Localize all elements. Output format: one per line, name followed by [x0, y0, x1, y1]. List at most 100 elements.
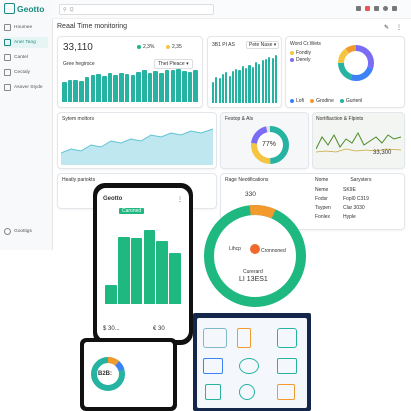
cloud-icon[interactable]: [239, 358, 259, 374]
gauge-ring: [204, 205, 306, 307]
phone-mockup: Geotto ⋮ Caroned $ 30... € 30: [93, 183, 193, 345]
table-row[interactable]: Fodsr Fopl0 C319: [315, 196, 369, 202]
sidebar-item-label: Cectaly: [14, 70, 30, 75]
brand-name: Geotto: [17, 3, 45, 14]
chart-bar: [73, 79, 78, 102]
gear-icon[interactable]: [239, 384, 255, 400]
tools-icon[interactable]: [374, 6, 379, 11]
table-row[interactable]: Fonlex Hyple: [315, 214, 356, 220]
sidebar-item-home[interactable]: Houmee: [4, 22, 48, 33]
kpi-bar-chart: [62, 69, 198, 102]
world-bottom-2: Grodine: [310, 98, 334, 104]
donut-slice: [338, 45, 374, 81]
teal-dot-icon: [339, 98, 344, 103]
chart-bar: [170, 70, 176, 102]
purple-dot-icon: [290, 57, 294, 62]
chart-bar: [176, 69, 181, 102]
yellow-dot-icon: [290, 50, 294, 55]
yellow-dot-icon: [166, 44, 170, 49]
search-input[interactable]: ⚲ Q: [59, 4, 214, 15]
phone-stat-2: € 30: [153, 326, 165, 332]
row-status: Clar 3030: [343, 205, 365, 211]
logo-icon: [4, 3, 15, 14]
world-legend-label: Derely: [296, 57, 311, 63]
chart-bar: [130, 75, 136, 102]
gauge-label: Lihcp: [229, 246, 241, 252]
tablet-value: B2B:: [98, 371, 113, 377]
performance-donut: [251, 126, 289, 164]
row-name: Fonlex: [315, 214, 331, 220]
brand-logo[interactable]: Geotto: [4, 3, 44, 14]
chart-bar: [238, 69, 241, 103]
sidebar-item-cantel[interactable]: Cantel: [4, 52, 48, 63]
chart-bar: [241, 65, 244, 103]
search-placeholder: Q: [69, 6, 74, 13]
robot-icon[interactable]: [277, 328, 297, 348]
chart-bar: [221, 73, 225, 103]
list-icon: [4, 69, 11, 76]
kpi-card: 33,110 2,3% 2,35 Gree hegiroce Thet Plea…: [57, 36, 203, 108]
column-header: Nome: [315, 177, 329, 183]
sidebar-item-label: Asover Styde: [14, 85, 43, 90]
chart-bar: [193, 69, 198, 102]
chart-bar: [136, 71, 141, 102]
avatar[interactable]: [383, 6, 388, 11]
chart-icon[interactable]: [277, 384, 295, 400]
device-icon[interactable]: [205, 384, 221, 400]
world-bottom-3: Gurtenl: [339, 98, 363, 104]
chart-bar: [96, 74, 101, 102]
device-icon[interactable]: [203, 328, 227, 348]
sidebar-item-active[interactable]: Aner Tang: [4, 37, 48, 48]
table-row[interactable]: Neme SK9E: [315, 187, 356, 193]
phone-chip-label: Caroned: [122, 208, 142, 214]
chart-icon[interactable]: [277, 358, 297, 374]
sidebar-item-settings[interactable]: Goottigs: [4, 226, 48, 237]
phone-icon[interactable]: [237, 328, 251, 348]
chart-bar: [67, 80, 73, 102]
monitor-icon[interactable]: [203, 358, 223, 374]
metrics-filter-dropdown[interactable]: Pete Nase ▾: [246, 41, 280, 49]
world-bottom-label: Lofi: [296, 98, 305, 104]
metrics-bar-chart: [212, 55, 277, 103]
table-row[interactable]: Tsypen Clar 3030: [315, 205, 365, 211]
world-bottom-label: Gurtenl: [345, 98, 363, 104]
icon-panel: [193, 313, 311, 411]
kpi-filter-dropdown[interactable]: Thet Pleace ▾: [154, 59, 193, 69]
kpi-value: 33,110: [63, 42, 93, 53]
system-area-chart: [61, 128, 213, 165]
system-title: Sytem moltors: [62, 116, 94, 122]
kpi-chart-title: Gree hegiroce: [63, 61, 95, 67]
gauge-widget: Lihcp Cronnoned Curerard LI 13ES1: [199, 200, 311, 312]
chart-bar: [142, 70, 147, 102]
chart-bar: [119, 72, 124, 102]
row-name: Neme: [315, 187, 329, 193]
kpi-chip-2-label: 2,35: [172, 44, 182, 50]
notifications-value: 33,300: [373, 150, 392, 156]
health-title: Heatly pariokts: [62, 177, 96, 183]
kpi-chip-1-label: 2,3%: [143, 44, 155, 50]
home-icon: [4, 24, 11, 31]
chart-bar: [147, 72, 153, 102]
chart-bar: [248, 64, 251, 103]
chart-bar: [187, 71, 193, 102]
performance-card: Festop & Als 77%: [220, 112, 309, 169]
world-bottom-1: Lofi: [290, 98, 304, 104]
notification-icon[interactable]: [365, 6, 370, 11]
regions-value: 330: [245, 191, 256, 198]
tablet-screen: B2B:: [84, 342, 173, 407]
regions-title: Rage Neotifications: [225, 177, 269, 183]
sidebar-item-asover[interactable]: Asover Styde: [4, 82, 48, 93]
phone-menu-icon[interactable]: ⋮: [177, 197, 183, 203]
sidebar-item-cectaly[interactable]: Cectaly: [4, 67, 48, 78]
notifications-line-chart: [316, 131, 401, 153]
world-legend-label: Fondiy: [296, 50, 312, 56]
world-bottom-legend: Lofi Grodine Gurtenl: [290, 98, 362, 104]
menu-icon[interactable]: [392, 6, 397, 11]
notifications-card: Nortifiaction & Flpints 33,300: [312, 112, 405, 169]
notifications-title: Nortifiaction & Flpints: [316, 116, 364, 122]
pin-icon[interactable]: ✎: [384, 25, 390, 31]
grid-icon[interactable]: [356, 6, 361, 11]
more-icon[interactable]: ⋮: [396, 25, 402, 31]
gauge-knob[interactable]: [250, 244, 260, 254]
chart-bar: [261, 60, 264, 103]
